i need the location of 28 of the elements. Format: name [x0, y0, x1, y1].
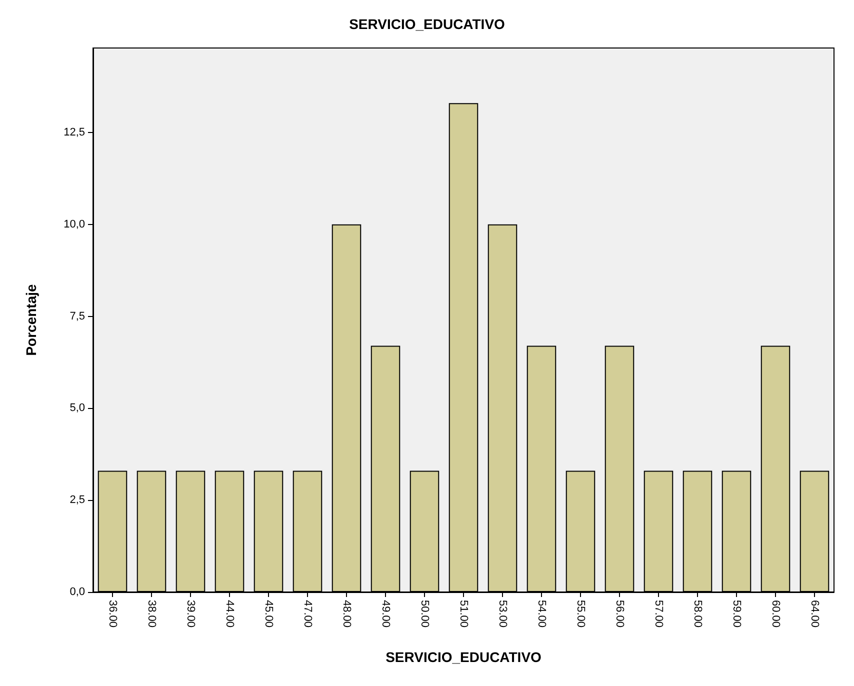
- x-tick-label: 58.00: [692, 600, 704, 628]
- y-tick-label: 12,5: [64, 126, 85, 139]
- x-tick-label: 48.00: [340, 600, 352, 628]
- y-tick-label: 7,5: [70, 310, 85, 322]
- x-tick-label: 56.00: [614, 600, 626, 628]
- x-tick-label: 64.00: [808, 600, 820, 628]
- x-tick-label: 39.00: [184, 600, 196, 628]
- x-tick-label: 55.00: [574, 600, 586, 628]
- y-tick-label: 0,0: [70, 586, 85, 598]
- y-axis-title: Porcentaje: [23, 284, 39, 356]
- y-tick-label: 10,0: [64, 218, 85, 230]
- y-tick-label: 5,0: [70, 402, 85, 414]
- chart-title: SERVICIO_EDUCATIVO: [349, 16, 506, 32]
- x-tick-label: 57.00: [652, 600, 664, 628]
- y-tick-label: 2,5: [70, 494, 85, 506]
- x-tick-label: 47.00: [302, 600, 314, 628]
- x-tick-label: 45.00: [262, 600, 274, 628]
- x-tick-label: 60.00: [770, 600, 782, 628]
- x-tick-label: 54.00: [536, 600, 548, 628]
- x-tick-label: 36.00: [106, 600, 118, 628]
- x-tick-label: 53.00: [496, 600, 508, 628]
- x-tick-label: 59.00: [730, 600, 742, 628]
- x-axis-title: SERVICIO_EDUCATIVO: [386, 649, 542, 665]
- x-tick-label: 49.00: [380, 600, 392, 628]
- x-tick-label: 44.00: [224, 600, 236, 628]
- x-tick-label: 38.00: [146, 600, 158, 628]
- x-tick-label: 50.00: [418, 600, 430, 628]
- x-tick-label: 51.00: [458, 600, 470, 628]
